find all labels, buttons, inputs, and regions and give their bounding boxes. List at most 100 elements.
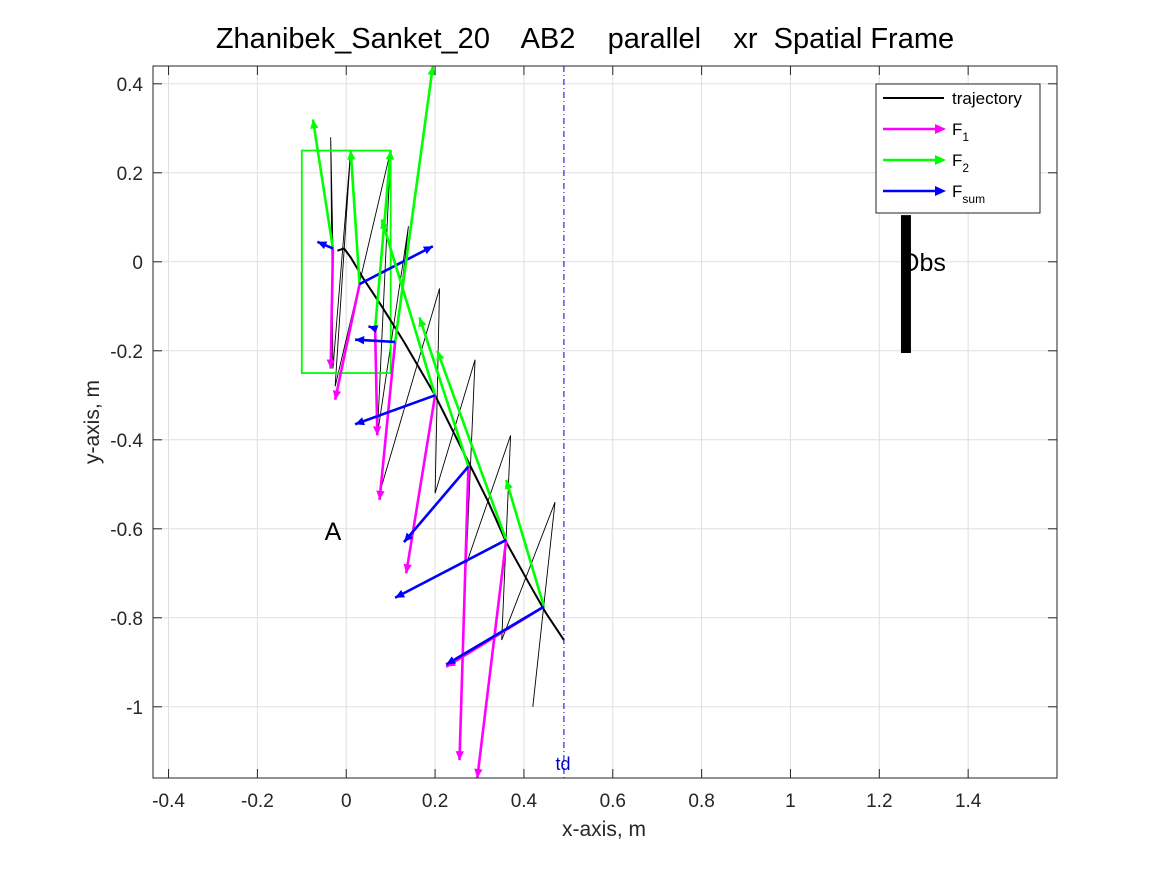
f2-arrow-head <box>380 219 389 230</box>
x-tick-label: 1 <box>785 791 796 812</box>
f1-arrow-shaft <box>378 341 397 501</box>
fsum-arrow <box>316 240 334 250</box>
f1-arrow <box>376 341 397 501</box>
f2-arrow-head <box>504 479 513 490</box>
fsum-arrow-head <box>355 335 365 345</box>
vector-layer <box>310 66 546 778</box>
x-tick-label: 0.6 <box>600 791 626 812</box>
y-tick-label: 0.4 <box>117 75 144 96</box>
fsum-arrow <box>368 325 379 334</box>
f2-arrow-shaft <box>418 317 470 467</box>
chart-title: Zhanibek_Sanket_20 AB2 parallel xr Spati… <box>216 23 954 55</box>
y-tick-label: -0.8 <box>110 609 143 630</box>
y-tick-label: -0.4 <box>110 431 143 452</box>
f1-arrow <box>403 395 437 574</box>
f1-arrow-head <box>376 490 385 500</box>
f1-arrow <box>326 248 336 369</box>
green-box <box>300 149 392 374</box>
f2-arrow-shaft <box>349 150 361 285</box>
f2-arrow-shaft <box>380 219 437 396</box>
f2-arrow <box>436 350 508 541</box>
x-tick-labels: -0.4 -0.2 0 0.2 0.4 0.6 0.8 1 1.2 1.4 <box>152 791 982 812</box>
fsum-arrow <box>445 605 545 666</box>
fsum-arrow-head <box>422 246 433 255</box>
f1-arrow-head <box>372 426 382 436</box>
f2-arrow-head <box>418 317 427 328</box>
legend-item-trajectory: trajectory <box>883 89 1022 108</box>
fsum-arrow-head <box>395 589 406 598</box>
f1-arrow-head <box>326 359 336 369</box>
fsum-arrow-head <box>403 532 414 543</box>
f2-arrow-shaft <box>436 350 508 541</box>
x-tick-label: 1.4 <box>955 791 982 812</box>
fsum-arrow-head <box>446 656 457 665</box>
f1-arrow-head <box>474 768 483 778</box>
x-tick-label: -0.4 <box>152 791 185 812</box>
fsum-arrow-shaft <box>394 538 507 599</box>
td-label: td <box>555 754 570 774</box>
fsum-arrow-head <box>355 417 366 426</box>
f1-arrow-head <box>403 563 412 574</box>
x-tick-label: 0.8 <box>688 791 714 812</box>
fsum-arrow <box>354 394 436 426</box>
legend-swatch-head <box>935 155 946 165</box>
f2-arrow-head <box>310 119 319 129</box>
f1-arrow-head <box>455 751 464 761</box>
fsum-arrow-head <box>368 325 379 334</box>
legend-label: trajectory <box>952 89 1022 108</box>
f2-arrow <box>418 317 470 467</box>
x-tick-label: 0.2 <box>422 791 448 812</box>
f2-arrow-head <box>347 150 356 160</box>
f2-arrow-shaft <box>373 150 392 329</box>
f2-arrow-head <box>385 150 395 160</box>
f1-arrow-shaft <box>404 395 437 574</box>
fsum-arrow-head <box>317 241 328 250</box>
x-tick-label: 0.4 <box>511 791 538 812</box>
y-tick-label: 0.2 <box>117 164 143 185</box>
x-tick-label: 0 <box>341 791 352 812</box>
f2-arrow-shaft <box>311 119 335 249</box>
fsum-arrow-shaft <box>354 394 436 426</box>
f2-arrow-head <box>436 350 445 361</box>
f1-arrow-shaft <box>329 248 335 369</box>
f1-arrow <box>474 539 508 778</box>
legend-swatch-head <box>935 124 946 134</box>
fsum-arrow-shaft <box>445 605 545 666</box>
obstacle-label: Obs <box>900 249 946 277</box>
y-tick-label: -1 <box>126 698 143 719</box>
trajectory-line <box>337 247 565 641</box>
f1-arrow <box>332 283 361 401</box>
point-a-label: A <box>325 518 342 546</box>
fsum-arrow-shaft <box>402 465 470 543</box>
f1-arrow-shaft <box>475 539 508 778</box>
fsum-arrow <box>402 465 470 543</box>
legend-swatch-head <box>935 186 946 196</box>
f2-arrow <box>373 150 395 329</box>
fsum-arrow <box>355 335 396 345</box>
f2-arrow-head <box>427 66 436 76</box>
plot-frame <box>152 65 1058 779</box>
f2-arrow <box>504 479 546 608</box>
f2-arrow <box>310 119 335 249</box>
y-tick-label: 0 <box>132 253 143 274</box>
f1-arrow <box>455 466 470 761</box>
y-axis-label: y-axis, m <box>81 380 104 464</box>
f1-arrow-shaft <box>333 283 361 401</box>
y-tick-label: -0.2 <box>110 342 143 363</box>
axis-ticks <box>153 66 1057 778</box>
x-axis-label: x-axis, m <box>562 818 646 841</box>
box-layer <box>300 149 392 374</box>
y-tick-label: -0.6 <box>110 520 143 541</box>
x-tick-label: -0.2 <box>241 791 274 812</box>
f2-arrow <box>380 219 437 396</box>
trajectory-layer <box>337 247 565 641</box>
f2-arrow-shaft <box>393 66 435 343</box>
x-tick-label: 1.2 <box>866 791 892 812</box>
f2-arrow-shaft <box>504 479 546 608</box>
f1-arrow-shaft <box>458 466 470 761</box>
fsum-arrow <box>394 538 507 599</box>
y-tick-labels: 0.4 0.2 0 -0.2 -0.4 -0.6 -0.8 -1 <box>110 75 143 719</box>
f2-arrow <box>393 66 436 343</box>
